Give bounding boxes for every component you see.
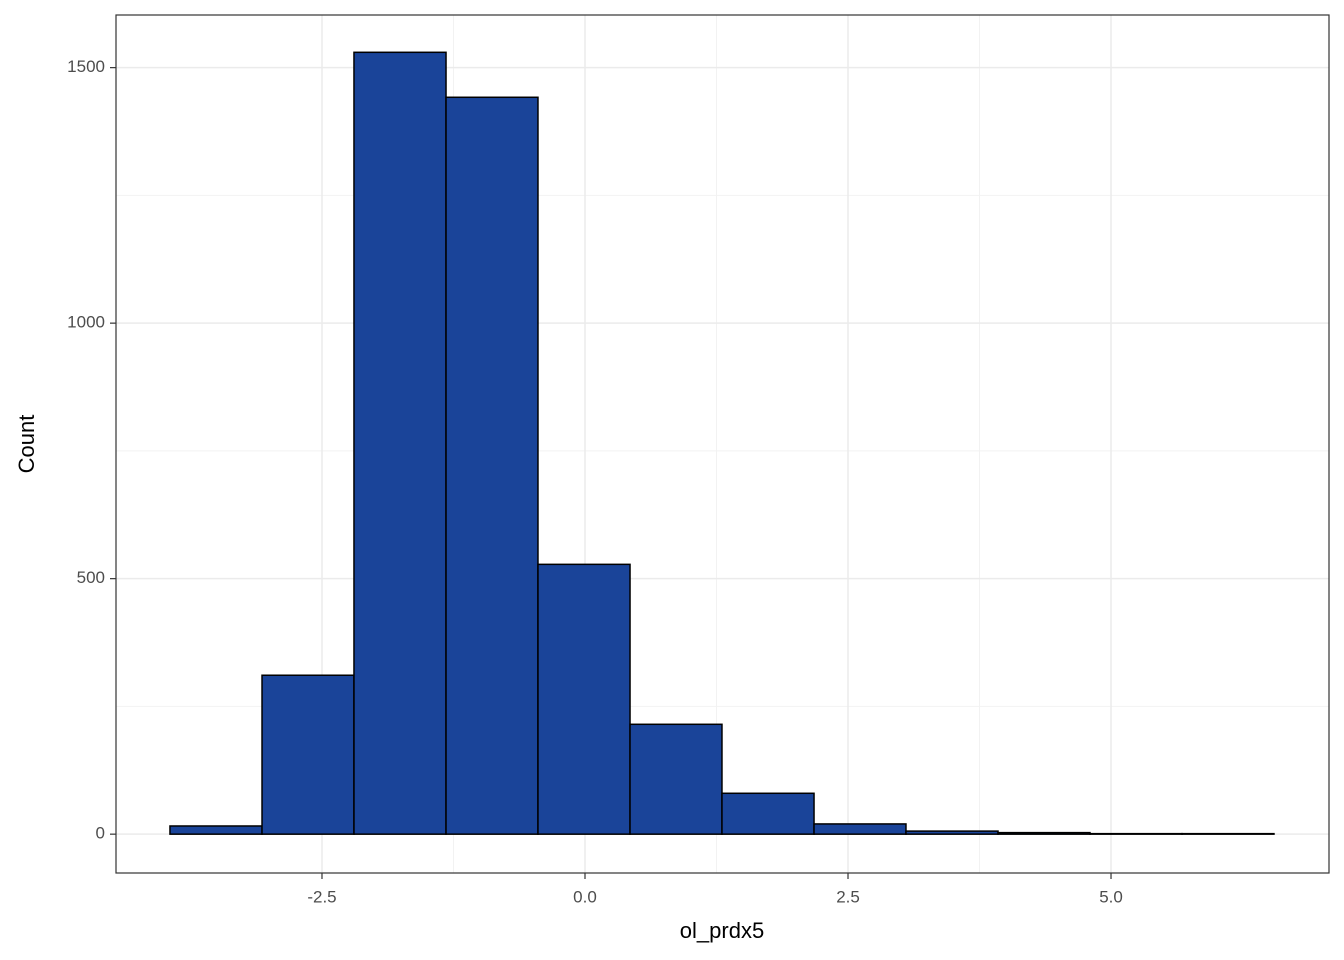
bar <box>721 792 815 835</box>
y-axis-label: Count <box>14 415 39 474</box>
x-axis-label: ol_prdx5 <box>680 918 764 943</box>
bar <box>629 723 723 835</box>
y-tick-label: 0 <box>96 824 105 843</box>
bar <box>905 830 999 835</box>
bar <box>1181 832 1275 835</box>
bar <box>813 823 907 835</box>
x-tick-label: 2.5 <box>836 887 860 906</box>
x-tick-label: 0.0 <box>573 887 597 906</box>
y-tick-label: 1000 <box>67 313 105 332</box>
y-tick-label: 500 <box>77 568 105 587</box>
bar <box>537 563 631 835</box>
x-tick-label: 5.0 <box>1099 887 1123 906</box>
bar <box>1089 832 1183 835</box>
bar <box>445 96 539 835</box>
y-tick-label: 1500 <box>67 57 105 76</box>
bar <box>997 831 1091 835</box>
bar <box>261 674 355 835</box>
x-tick-label: -2.5 <box>307 887 336 906</box>
bar <box>169 825 263 835</box>
bar <box>353 51 447 835</box>
panel-border <box>115 14 1330 874</box>
